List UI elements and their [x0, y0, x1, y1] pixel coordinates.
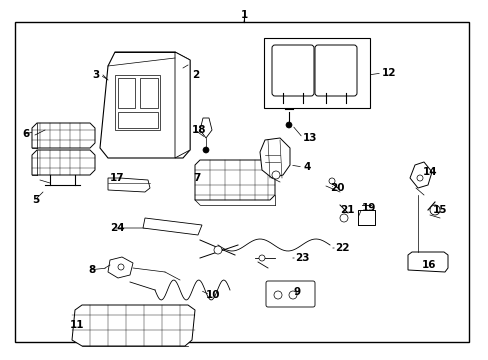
Polygon shape [115, 75, 160, 130]
Text: 15: 15 [432, 205, 447, 215]
Polygon shape [140, 78, 158, 108]
Text: 11: 11 [70, 320, 84, 330]
Text: 21: 21 [339, 205, 354, 215]
Circle shape [416, 175, 422, 181]
Bar [264, 38, 369, 108]
Text: 20: 20 [329, 183, 344, 193]
Polygon shape [32, 150, 95, 175]
Circle shape [118, 264, 124, 270]
Polygon shape [72, 305, 195, 346]
Bar [15, 22, 468, 342]
Circle shape [273, 291, 282, 299]
Text: 19: 19 [361, 203, 376, 213]
Polygon shape [32, 123, 95, 148]
Text: 4: 4 [303, 162, 310, 172]
Polygon shape [118, 112, 158, 128]
Polygon shape [200, 118, 212, 138]
Text: 5: 5 [32, 195, 39, 205]
Circle shape [328, 178, 334, 184]
Text: 23: 23 [294, 253, 309, 263]
Text: 1: 1 [240, 10, 247, 20]
FancyBboxPatch shape [265, 281, 314, 307]
Circle shape [259, 255, 264, 261]
Circle shape [429, 205, 439, 215]
FancyBboxPatch shape [271, 45, 313, 96]
Polygon shape [260, 138, 289, 178]
Polygon shape [409, 162, 431, 188]
Polygon shape [100, 52, 190, 158]
Text: 17: 17 [110, 173, 124, 183]
Text: 10: 10 [205, 290, 220, 300]
Text: 2: 2 [192, 70, 199, 80]
Polygon shape [108, 178, 150, 192]
Polygon shape [407, 252, 447, 272]
Polygon shape [195, 160, 274, 200]
Polygon shape [142, 218, 202, 235]
Text: 6: 6 [22, 129, 29, 139]
Text: 18: 18 [192, 125, 206, 135]
Text: 9: 9 [292, 287, 300, 297]
Text: 16: 16 [421, 260, 436, 270]
Text: 14: 14 [422, 167, 437, 177]
FancyBboxPatch shape [314, 45, 356, 96]
Circle shape [203, 147, 208, 153]
Circle shape [288, 291, 296, 299]
Polygon shape [175, 52, 190, 158]
Circle shape [339, 214, 347, 222]
Text: 3: 3 [93, 70, 100, 80]
Circle shape [271, 171, 280, 179]
Circle shape [214, 246, 222, 254]
Text: 12: 12 [381, 68, 396, 78]
Text: 8: 8 [88, 265, 95, 275]
Polygon shape [108, 257, 133, 278]
Text: 22: 22 [334, 243, 349, 253]
Polygon shape [118, 78, 135, 108]
Text: 24: 24 [110, 223, 124, 233]
Text: 13: 13 [303, 133, 317, 143]
Circle shape [285, 122, 291, 128]
Text: 7: 7 [193, 173, 200, 183]
